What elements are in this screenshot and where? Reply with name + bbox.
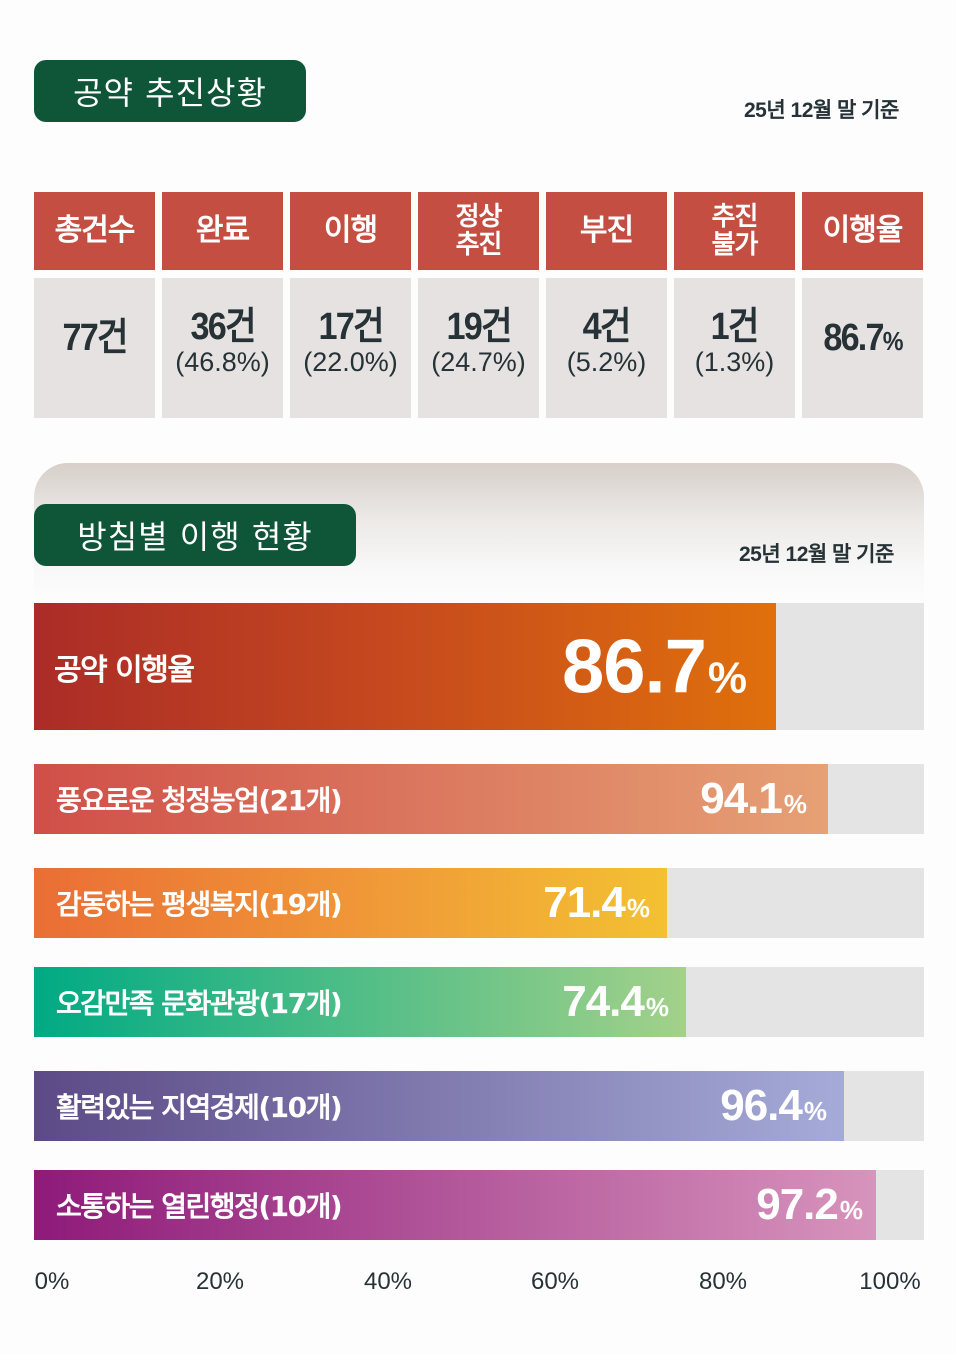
axis-tick-80: 80% (698, 1268, 748, 1295)
bar-value: 86.7% (561, 624, 747, 709)
header-on-track: 정상 추진 (418, 192, 539, 270)
bar-local-economy: 활력있는 지역경제(10개) 96.4% (34, 1071, 924, 1141)
bar-culture-tourism: 오감만족 문화관광(17개) 74.4% (34, 967, 924, 1037)
bar-open-administration: 소통하는 열린행정(10개) 97.2% (34, 1170, 924, 1240)
bar-fill: 감동하는 평생복지(19개) 71.4% (34, 868, 667, 938)
section1-title: 공약 추진상황 (34, 60, 306, 122)
header-fulfillment-rate: 이행율 (802, 192, 923, 270)
section2-as-of-date: 25년 12월 말 기준 (739, 543, 894, 566)
bar-value: 97.2% (756, 1180, 863, 1229)
header-not-feasible: 추진 불가 (674, 192, 795, 270)
value-on-track: 19건 (24.7%) (418, 278, 539, 418)
bar-fill: 활력있는 지역경제(10개) 96.4% (34, 1071, 844, 1141)
header-delayed: 부진 (546, 192, 667, 270)
section1-as-of-date: 25년 12월 말 기준 (744, 99, 899, 122)
value-delayed: 4건 (5.2%) (546, 278, 667, 418)
bar-label: 활력있는 지역경제(10개) (56, 1091, 343, 1124)
bar-value: 74.4% (562, 977, 669, 1026)
value-fulfillment-rate: 86.7% (802, 278, 923, 418)
header-total: 총건수 (34, 192, 155, 270)
bar-label: 오감만족 문화관광(17개) (56, 987, 343, 1020)
axis-tick-0: 0% (34, 1268, 70, 1295)
bar-value: 71.4% (543, 878, 650, 927)
bar-fill: 공약 이행율 86.7% (34, 603, 776, 730)
header-completed: 완료 (162, 192, 283, 270)
bar-label: 소통하는 열린행정(10개) (56, 1190, 343, 1223)
bar-fill: 오감만족 문화관광(17개) 74.4% (34, 967, 686, 1037)
bar-agriculture: 풍요로운 청정농업(21개) 94.1% (34, 764, 924, 834)
value-not-feasible: 1건 (1.3%) (674, 278, 795, 418)
value-completed: 36건 (46.8%) (162, 278, 283, 418)
axis-tick-60: 60% (530, 1268, 580, 1295)
axis-tick-40: 40% (363, 1268, 413, 1295)
axis-tick-20: 20% (195, 1268, 245, 1295)
value-fulfilled: 17건 (22.0%) (290, 278, 411, 418)
bar-value: 96.4% (720, 1081, 827, 1130)
bar-label: 공약 이행율 (54, 652, 195, 688)
header-fulfilled: 이행 (290, 192, 411, 270)
section2-title: 방침별 이행 현황 (34, 504, 356, 566)
bar-value: 94.1% (700, 774, 807, 823)
bar-label: 풍요로운 청정농업(21개) (56, 784, 343, 817)
bar-overall-rate: 공약 이행율 86.7% (34, 603, 924, 730)
axis-tick-100: 100% (859, 1268, 921, 1295)
bar-fill: 풍요로운 청정농업(21개) 94.1% (34, 764, 828, 834)
bar-label: 감동하는 평생복지(19개) (56, 888, 343, 921)
bar-welfare: 감동하는 평생복지(19개) 71.4% (34, 868, 924, 938)
value-total: 77건 (34, 278, 155, 418)
bar-fill: 소통하는 열린행정(10개) 97.2% (34, 1170, 876, 1240)
